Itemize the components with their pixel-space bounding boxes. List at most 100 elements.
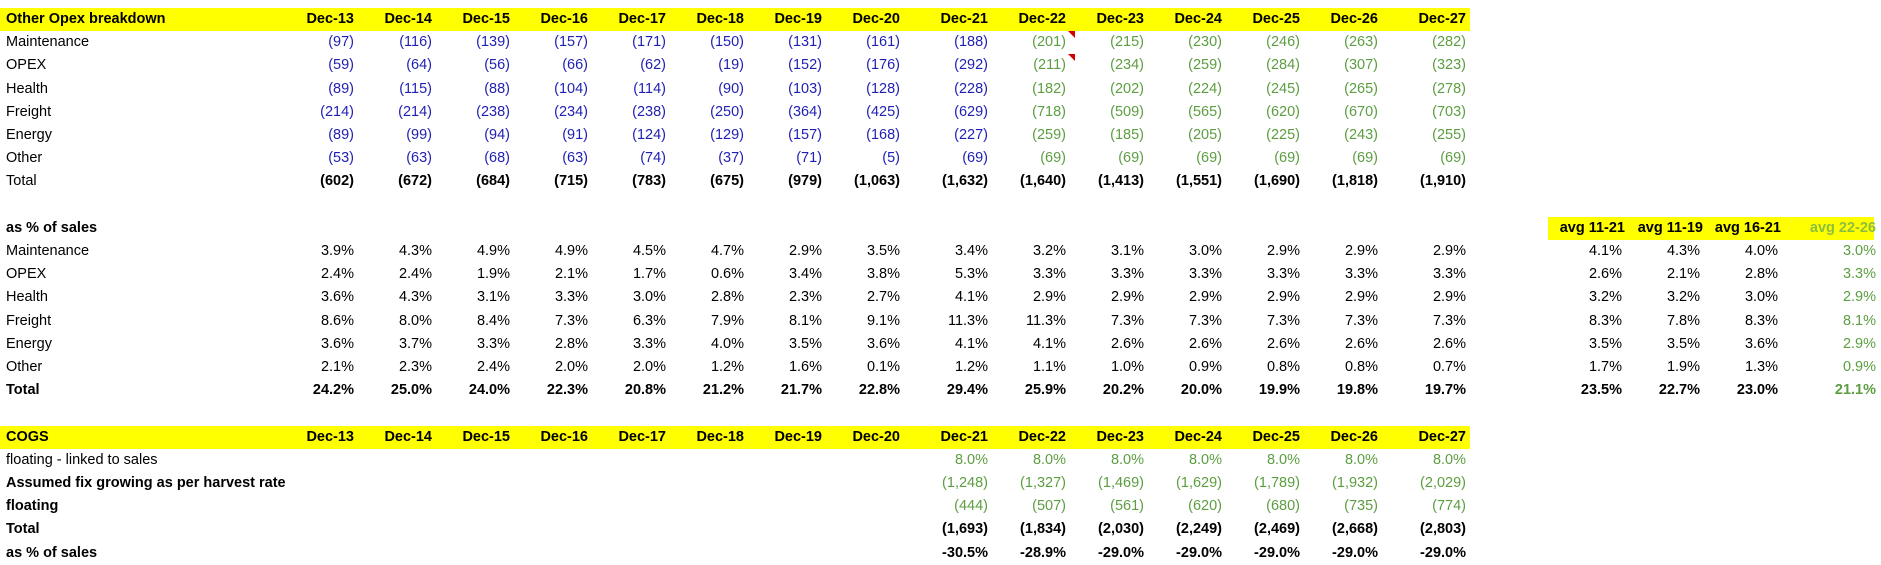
- pct-cell[interactable]: 7.3%: [554, 312, 588, 329]
- value-cell[interactable]: (68): [484, 150, 510, 167]
- value-cell[interactable]: (263): [1344, 34, 1378, 51]
- row-label[interactable]: OPEX: [6, 266, 47, 283]
- pct-cell[interactable]: 2.9%: [1344, 289, 1378, 306]
- total-cell[interactable]: 20.0%: [1180, 382, 1222, 399]
- total-cell[interactable]: (979): [788, 173, 822, 190]
- avg-cell[interactable]: 0.9%: [1842, 359, 1876, 375]
- year-header[interactable]: Dec-16: [540, 11, 588, 27]
- value-cell[interactable]: (323): [1432, 57, 1466, 74]
- value-cell[interactable]: (227): [954, 127, 988, 143]
- pct-cell[interactable]: 2.9%: [1344, 243, 1378, 259]
- pct-cell[interactable]: 8.1%: [788, 312, 822, 329]
- total-cell[interactable]: (715): [554, 173, 588, 190]
- pct-cell[interactable]: 2.4%: [398, 266, 432, 283]
- pct-cell[interactable]: 8.0%: [398, 312, 432, 329]
- value-cell[interactable]: -30.5%: [942, 544, 988, 561]
- row-label[interactable]: Freight: [6, 312, 52, 329]
- value-cell[interactable]: (69): [1040, 150, 1066, 167]
- pct-cell[interactable]: 3.2%: [1032, 243, 1066, 259]
- row-label[interactable]: Health: [6, 80, 48, 97]
- row-label[interactable]: Energy: [6, 127, 52, 143]
- avg-cell[interactable]: 22.7%: [1658, 382, 1700, 399]
- value-cell[interactable]: 8.0%: [1110, 451, 1144, 468]
- value-cell[interactable]: (94): [484, 127, 510, 143]
- total-cell[interactable]: 20.2%: [1102, 382, 1144, 399]
- pct-cell[interactable]: 2.4%: [320, 266, 354, 283]
- total-cell[interactable]: (672): [398, 173, 432, 190]
- value-cell[interactable]: (74): [640, 150, 666, 167]
- year-header[interactable]: Dec-15: [462, 11, 510, 27]
- value-cell[interactable]: (205): [1188, 127, 1222, 143]
- avg-cell[interactable]: 1.3%: [1744, 359, 1778, 375]
- pct-cell[interactable]: 2.3%: [788, 289, 822, 306]
- pct-cell[interactable]: 1.9%: [476, 266, 510, 283]
- avg-cell[interactable]: 8.3%: [1588, 312, 1622, 329]
- year-header[interactable]: Dec-15: [462, 428, 510, 445]
- year-header[interactable]: Dec-21: [940, 11, 988, 27]
- row-label[interactable]: Other: [6, 150, 43, 167]
- avg-cell[interactable]: 21.1%: [1834, 382, 1876, 399]
- row-label[interactable]: Maintenance: [6, 34, 90, 51]
- value-cell[interactable]: (425): [866, 103, 900, 120]
- pct-section-title[interactable]: as % of sales: [6, 219, 98, 236]
- value-cell[interactable]: (99): [406, 127, 432, 143]
- pct-cell[interactable]: 11.3%: [1025, 312, 1066, 329]
- value-cell[interactable]: (735): [1344, 498, 1378, 515]
- value-cell[interactable]: 8.0%: [1344, 451, 1378, 468]
- value-cell[interactable]: (215): [1110, 34, 1144, 51]
- value-cell[interactable]: (90): [718, 80, 744, 97]
- avg-cell[interactable]: 2.8%: [1744, 266, 1778, 283]
- total-cell[interactable]: 25.9%: [1024, 382, 1066, 399]
- avg-cell[interactable]: 4.1%: [1588, 243, 1622, 259]
- year-header[interactable]: Dec-23: [1096, 11, 1144, 27]
- year-header[interactable]: Dec-26: [1330, 428, 1378, 445]
- value-cell[interactable]: (139): [476, 34, 510, 51]
- pct-cell[interactable]: 2.7%: [866, 289, 900, 306]
- value-cell[interactable]: -29.0%: [1332, 544, 1378, 561]
- row-label[interactable]: Other: [6, 359, 43, 375]
- value-cell[interactable]: (56): [484, 57, 510, 74]
- value-cell[interactable]: (69): [962, 150, 988, 167]
- pct-cell[interactable]: 3.3%: [632, 335, 666, 352]
- value-cell[interactable]: (214): [398, 103, 432, 120]
- avg-header[interactable]: avg 22-26: [1809, 219, 1876, 236]
- avg-cell[interactable]: 2.9%: [1842, 289, 1876, 306]
- year-header[interactable]: Dec-13: [306, 11, 354, 27]
- opex-section-title[interactable]: Other Opex breakdown: [6, 11, 166, 27]
- total-cell[interactable]: 21.7%: [780, 382, 822, 399]
- year-header[interactable]: Dec-27: [1418, 11, 1466, 27]
- value-cell[interactable]: (64): [406, 57, 432, 74]
- year-header[interactable]: Dec-17: [618, 11, 666, 27]
- avg-cell[interactable]: 2.9%: [1842, 335, 1876, 352]
- total-cell[interactable]: (1,818): [1332, 173, 1378, 190]
- value-cell[interactable]: (115): [399, 80, 432, 97]
- value-cell[interactable]: (2,803): [1420, 521, 1466, 538]
- value-cell[interactable]: (114): [633, 80, 666, 97]
- row-label[interactable]: Total: [6, 173, 37, 190]
- total-cell[interactable]: 22.3%: [546, 382, 588, 399]
- value-cell[interactable]: (103): [788, 80, 822, 97]
- value-cell[interactable]: (69): [1352, 150, 1378, 167]
- value-cell[interactable]: (245): [1266, 80, 1300, 97]
- pct-cell[interactable]: 3.3%: [476, 335, 510, 352]
- value-cell[interactable]: (188): [954, 34, 988, 51]
- pct-cell[interactable]: 4.5%: [632, 243, 666, 259]
- value-cell[interactable]: (507): [1032, 498, 1066, 515]
- pct-cell[interactable]: 2.8%: [710, 289, 744, 306]
- year-header[interactable]: Dec-16: [540, 428, 588, 445]
- total-cell[interactable]: (1,640): [1020, 173, 1066, 190]
- value-cell[interactable]: (2,030): [1098, 521, 1144, 538]
- value-cell[interactable]: (124): [632, 127, 666, 143]
- value-cell[interactable]: (307): [1344, 57, 1378, 74]
- avg-cell[interactable]: 1.7%: [1588, 359, 1622, 375]
- year-header[interactable]: Dec-25: [1252, 428, 1300, 445]
- value-cell[interactable]: (69): [1274, 150, 1300, 167]
- value-cell[interactable]: (69): [1196, 150, 1222, 167]
- pct-cell[interactable]: 7.3%: [1432, 312, 1466, 329]
- year-header[interactable]: Dec-22: [1018, 428, 1066, 445]
- year-header[interactable]: Dec-20: [852, 428, 900, 445]
- pct-cell[interactable]: 3.3%: [1110, 266, 1144, 283]
- pct-cell[interactable]: 2.9%: [788, 243, 822, 259]
- pct-cell[interactable]: 4.3%: [398, 289, 432, 306]
- value-cell[interactable]: -29.0%: [1176, 544, 1222, 561]
